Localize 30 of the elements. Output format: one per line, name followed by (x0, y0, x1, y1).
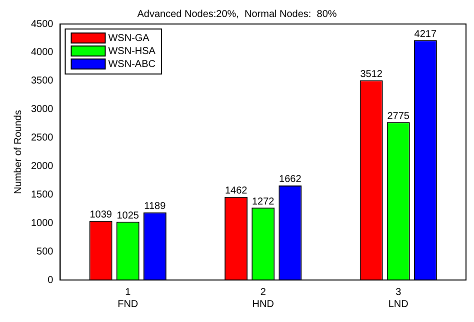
text: FND (118, 298, 138, 310)
y-tick-label: 3500 (30, 76, 54, 87)
legend-label: WSN-ABC (108, 58, 156, 70)
legend-label: WSN-HSA (108, 46, 156, 57)
data-label: 1462 (224, 186, 248, 197)
data-label: 4217 (414, 28, 437, 40)
data-label: 1272 (252, 196, 275, 208)
y-tick-label: 500 (36, 246, 54, 258)
data-label: 1039 (90, 210, 112, 221)
y-tick-label: 0 (48, 274, 54, 286)
y-tick-label: 2500 (30, 132, 54, 144)
data-label: 1662 (279, 174, 302, 186)
y-axis-title: Number of Rounds (12, 110, 24, 194)
y-tick-label: 4500 (30, 18, 54, 30)
x-tick-label: 3 (396, 286, 402, 298)
y-tick-label: 3000 (30, 104, 54, 116)
x-tick-label: 2 (260, 286, 266, 298)
data-label: 1025 (116, 210, 140, 222)
legend-label: WSN-GA (108, 32, 150, 44)
y-tick-label: 1500 (30, 189, 54, 200)
y-tick-label: 4000 (30, 47, 54, 58)
y-tick-label: 1000 (30, 218, 54, 229)
chart-title: Advanced Nodes:20%, Normal Nodes: 80% (137, 8, 337, 20)
data-label: 3512 (360, 68, 383, 80)
data-label: 2775 (387, 110, 410, 122)
data-label: 1189 (144, 201, 166, 212)
x-tick-label: 1 (125, 286, 132, 298)
text: LND (388, 298, 408, 310)
text: HND (252, 298, 274, 310)
y-tick-label: 2000 (30, 160, 54, 172)
